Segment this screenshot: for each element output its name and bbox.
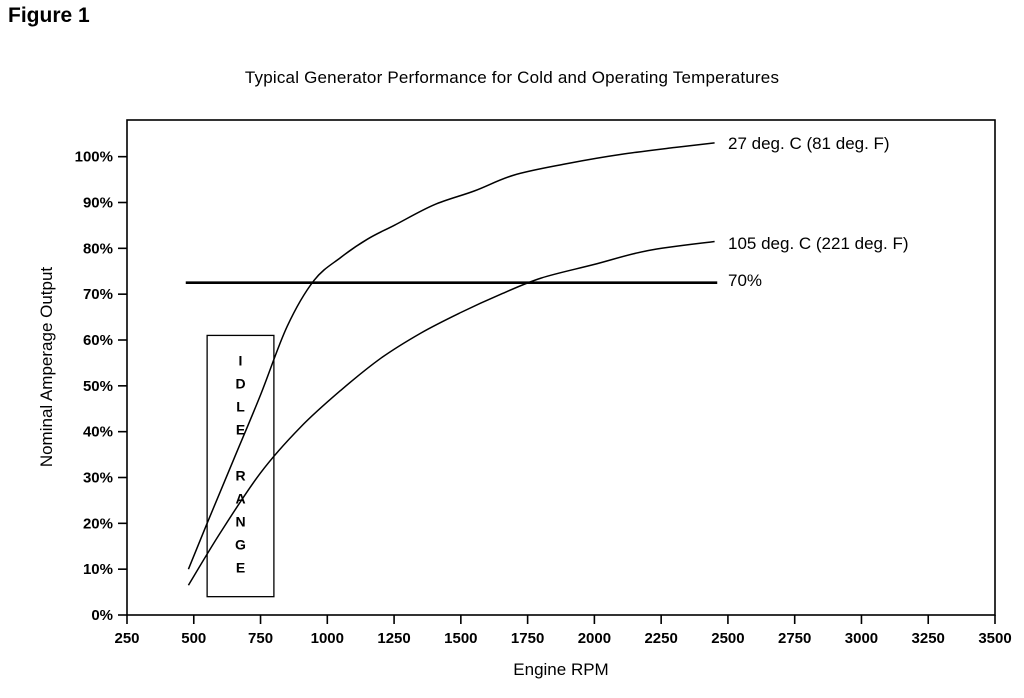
y-tick-label: 70% bbox=[83, 286, 113, 303]
x-axis-ticks: 250 500 750 1000 1250 1500 1750 2000 2250 2500 275… bbox=[114, 615, 1012, 647]
y-tick-label: 80% bbox=[83, 240, 113, 257]
series-label-cold-27c: 27 deg. C (81 deg. F) bbox=[728, 134, 890, 153]
idle-range-letter: G bbox=[235, 536, 246, 552]
y-tick-label: 20% bbox=[83, 515, 113, 532]
x-tick-label: 2500 bbox=[711, 630, 744, 647]
x-tick-label: 1250 bbox=[377, 630, 410, 647]
idle-range-letter: R bbox=[235, 467, 245, 483]
figure-label: Figure 1 bbox=[8, 4, 90, 27]
series-label-operating-105c: 105 deg. C (221 deg. F) bbox=[728, 234, 909, 253]
idle-range-letter: N bbox=[235, 513, 245, 529]
plot-border bbox=[126, 119, 996, 616]
idle-range-letter: I bbox=[239, 352, 243, 368]
y-axis-ticks: 0% 10% 20% 30% 40% 50% 60% 70% 80% 90% 100% bbox=[75, 149, 127, 624]
idle-range-letter: A bbox=[235, 490, 245, 506]
x-tick-label: 2750 bbox=[778, 630, 811, 647]
y-tick-label: 50% bbox=[83, 378, 113, 395]
y-axis-label: Nominal Amperage Output bbox=[37, 266, 56, 468]
x-tick-label: 750 bbox=[248, 630, 273, 647]
y-tick-label: 100% bbox=[75, 149, 113, 166]
reference-line-label: 70% bbox=[728, 271, 763, 290]
x-tick-label: 1750 bbox=[511, 630, 544, 647]
series-curve-0 bbox=[187, 142, 715, 570]
y-tick-label: 10% bbox=[83, 561, 113, 578]
x-tick-label: 1000 bbox=[311, 630, 344, 647]
y-tick-label: 60% bbox=[83, 332, 113, 349]
x-tick-label: 2000 bbox=[578, 630, 611, 647]
x-tick-label: 250 bbox=[114, 630, 139, 647]
x-tick-label: 3500 bbox=[978, 630, 1011, 647]
x-axis-label: Engine RPM bbox=[513, 660, 609, 679]
x-tick-label: 3000 bbox=[845, 630, 878, 647]
idle-range-box bbox=[206, 334, 275, 598]
y-tick-label: 90% bbox=[83, 195, 113, 212]
series-curve-1 bbox=[187, 240, 715, 586]
chart-title: Typical Generator Performance for Cold a… bbox=[244, 68, 780, 87]
x-tick-label: 2250 bbox=[644, 630, 677, 647]
x-tick-label: 1500 bbox=[444, 630, 477, 647]
idle-range-letter: L bbox=[236, 398, 245, 414]
y-tick-label: 0% bbox=[91, 607, 113, 624]
x-tick-label: 500 bbox=[181, 630, 206, 647]
x-tick-label: 3250 bbox=[912, 630, 945, 647]
idle-range-letter: D bbox=[235, 375, 245, 391]
idle-range-letter: E bbox=[236, 421, 245, 437]
y-tick-label: 30% bbox=[83, 470, 113, 487]
idle-range-letter: E bbox=[236, 559, 245, 575]
y-tick-label: 40% bbox=[83, 424, 113, 441]
